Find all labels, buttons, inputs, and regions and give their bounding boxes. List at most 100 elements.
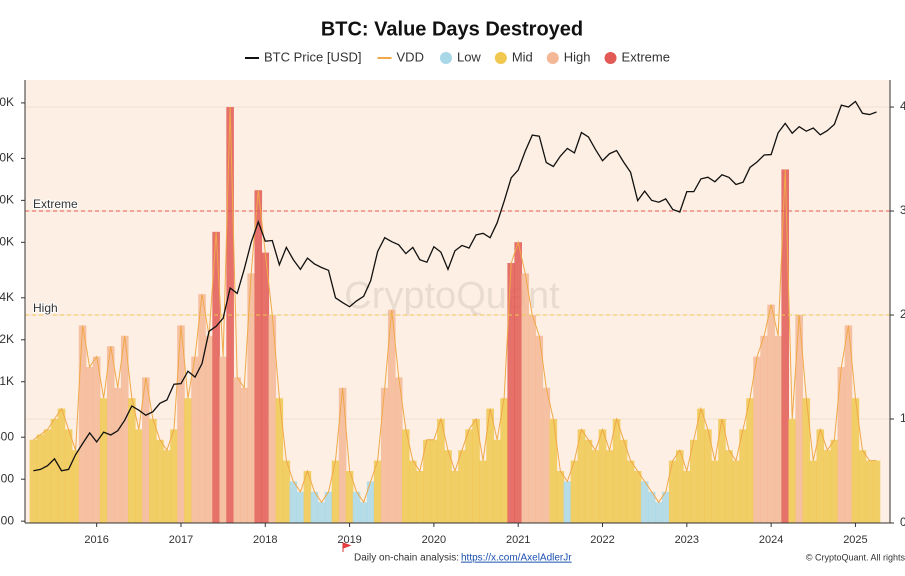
vdd-bar — [36, 434, 45, 523]
x-tick-label: 2020 — [422, 534, 446, 546]
legend-swatch — [439, 52, 452, 64]
vdd-bar — [872, 460, 881, 523]
vdd-bar — [809, 460, 818, 523]
vdd-bar — [296, 491, 305, 523]
legend-swatch — [494, 52, 507, 64]
vdd-bar — [254, 190, 263, 523]
vdd-bar — [205, 335, 213, 523]
y2-tick-label: 2 — [900, 307, 905, 321]
vdd-bar — [430, 439, 438, 523]
vdd-bar — [409, 460, 417, 523]
vdd-bar — [584, 439, 593, 523]
x-tick-label: 2018 — [253, 534, 277, 546]
chart-title: BTC: Value Days Destroyed — [321, 18, 583, 40]
vdd-bar — [858, 450, 867, 523]
vdd-bar — [78, 325, 87, 523]
vdd-bar — [598, 429, 607, 523]
vdd-bar — [394, 377, 403, 523]
vdd-bar — [739, 429, 747, 523]
vdd-bar — [844, 325, 853, 523]
vdd-bar — [711, 460, 719, 523]
vdd-bar — [191, 356, 199, 523]
vdd-bar — [135, 429, 143, 523]
vdd-bar — [261, 252, 270, 523]
vdd-bar — [128, 398, 136, 523]
vdd-bar — [570, 460, 579, 523]
y2-tick-label: 3 — [900, 203, 905, 217]
footer-link[interactable]: https://x.com/AxelAdlerJr — [461, 553, 572, 564]
vdd-bar — [352, 491, 361, 523]
y-tick-label: 400 — [0, 429, 14, 443]
vdd-bar — [472, 419, 480, 523]
vdd-bar — [373, 460, 382, 523]
vdd-bar — [605, 450, 614, 523]
vdd-bar — [268, 315, 277, 523]
vdd-bar — [591, 450, 600, 523]
x-tick-label: 2019 — [337, 534, 361, 546]
x-tick-label: 2021 — [506, 534, 530, 546]
y-tick-label: 2K — [0, 332, 14, 346]
vdd-bar — [198, 294, 206, 523]
vdd-bar — [275, 398, 284, 523]
y2-tick-label: 1 — [900, 411, 905, 425]
vdd-bar — [465, 429, 473, 523]
vdd-bar — [310, 491, 319, 523]
vdd-bar — [753, 356, 761, 523]
vdd-bar — [507, 263, 516, 523]
vdd-bar — [219, 356, 227, 523]
y-tick-label: 4K — [0, 290, 14, 304]
vdd-bar — [802, 398, 811, 523]
vdd-bar — [50, 419, 59, 523]
vdd-bar — [43, 429, 52, 523]
vdd-bar — [661, 491, 670, 523]
vdd-bar — [633, 471, 642, 523]
footer-text: Daily on-chain analysis: — [354, 553, 459, 564]
vdd-bar — [233, 377, 242, 523]
x-tick-label: 2023 — [675, 534, 699, 546]
legend-label: High — [564, 49, 591, 64]
legend-label: VDD — [397, 49, 424, 64]
vdd-bar — [142, 377, 150, 523]
vdd-bar — [289, 481, 298, 523]
vdd-bar — [668, 460, 677, 523]
vdd-bar — [170, 429, 178, 523]
vdd-bar — [99, 398, 108, 523]
x-tick-label: 2024 — [759, 534, 783, 546]
vdd-bar — [156, 439, 164, 523]
vdd-bar — [704, 429, 712, 523]
vdd-bar — [830, 439, 839, 523]
vdd-bar — [240, 387, 248, 523]
vdd-bar — [823, 450, 832, 523]
price-line — [33, 100, 877, 472]
vdd-bar — [451, 471, 459, 523]
vdd-bar — [57, 408, 66, 523]
vdd-line — [33, 107, 877, 504]
legend-label: BTC Price [USD] — [264, 49, 362, 64]
vdd-bar — [303, 471, 312, 523]
vdd-bar — [626, 460, 635, 523]
vdd-bar — [795, 315, 803, 523]
vdd-bar — [788, 419, 797, 523]
vdd-bar — [837, 367, 846, 523]
x-tick-label: 2025 — [843, 534, 867, 546]
vdd-bar — [331, 460, 340, 523]
vdd-bar — [535, 335, 544, 523]
vdd-bar — [683, 471, 691, 523]
vdd-bar — [690, 439, 698, 523]
vdd-bar — [528, 315, 537, 523]
vdd-bar — [697, 408, 705, 523]
vdd-bar — [760, 335, 768, 523]
vdd-bar — [725, 450, 733, 523]
footer-credit: © CryptoQuant. All rights — [806, 552, 905, 562]
vdd-bar — [612, 419, 621, 523]
vdd-bar — [380, 387, 389, 523]
vdd-bar — [851, 398, 860, 523]
vdd-bar — [247, 273, 255, 523]
x-tick-label: 2016 — [84, 534, 108, 546]
vdd-bar — [647, 491, 656, 523]
vdd-bar — [64, 429, 73, 523]
vdd-bar — [402, 429, 410, 523]
legend-label: Low — [457, 49, 481, 64]
reference-label: Extreme — [33, 197, 78, 211]
